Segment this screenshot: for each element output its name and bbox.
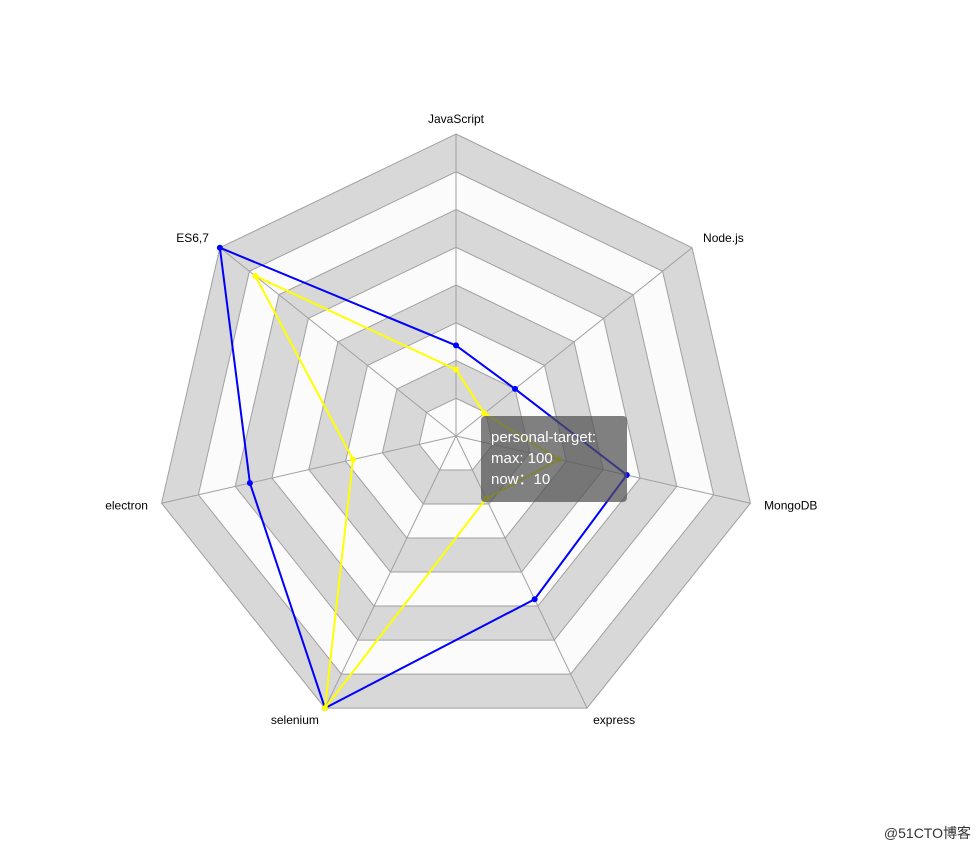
- series-0-point-5: [246, 480, 253, 487]
- axis-label-0: JavaScript: [428, 112, 485, 126]
- tooltip-title: personal-target:: [491, 429, 597, 446]
- axis-line-5: [161, 435, 457, 504]
- series-1-point-5: [349, 456, 356, 463]
- axis-label-5: electron: [105, 498, 148, 512]
- series-0-point-3: [531, 596, 538, 603]
- series-0-point-1: [512, 385, 519, 392]
- series-0-point-6: [216, 244, 223, 251]
- series-0-point-0: [453, 342, 459, 349]
- axis-label-4: selenium: [271, 713, 319, 727]
- series-1-point-6: [252, 272, 259, 279]
- tooltip: personal-target: max: 100 now：10: [481, 416, 627, 502]
- axis-line-1: [455, 247, 693, 437]
- axis-label-1: Node.js: [703, 231, 744, 245]
- axis-line-3: [455, 435, 588, 709]
- axis-line-6: [219, 247, 457, 437]
- series-1-point-0: [453, 366, 459, 373]
- tooltip-now: now：10: [491, 471, 551, 488]
- watermark: @51CTO博客: [883, 825, 971, 841]
- series-1-point-4: [321, 705, 328, 712]
- axis-label-3: express: [593, 713, 635, 727]
- tooltip-max: max: 100: [491, 450, 553, 467]
- series-0-line: [218, 246, 628, 710]
- axis-label-6: ES6,7: [176, 231, 209, 245]
- axis-label-2: MongoDB: [764, 498, 817, 512]
- axis-line-4: [324, 435, 457, 709]
- series-1-point-1: [481, 410, 488, 417]
